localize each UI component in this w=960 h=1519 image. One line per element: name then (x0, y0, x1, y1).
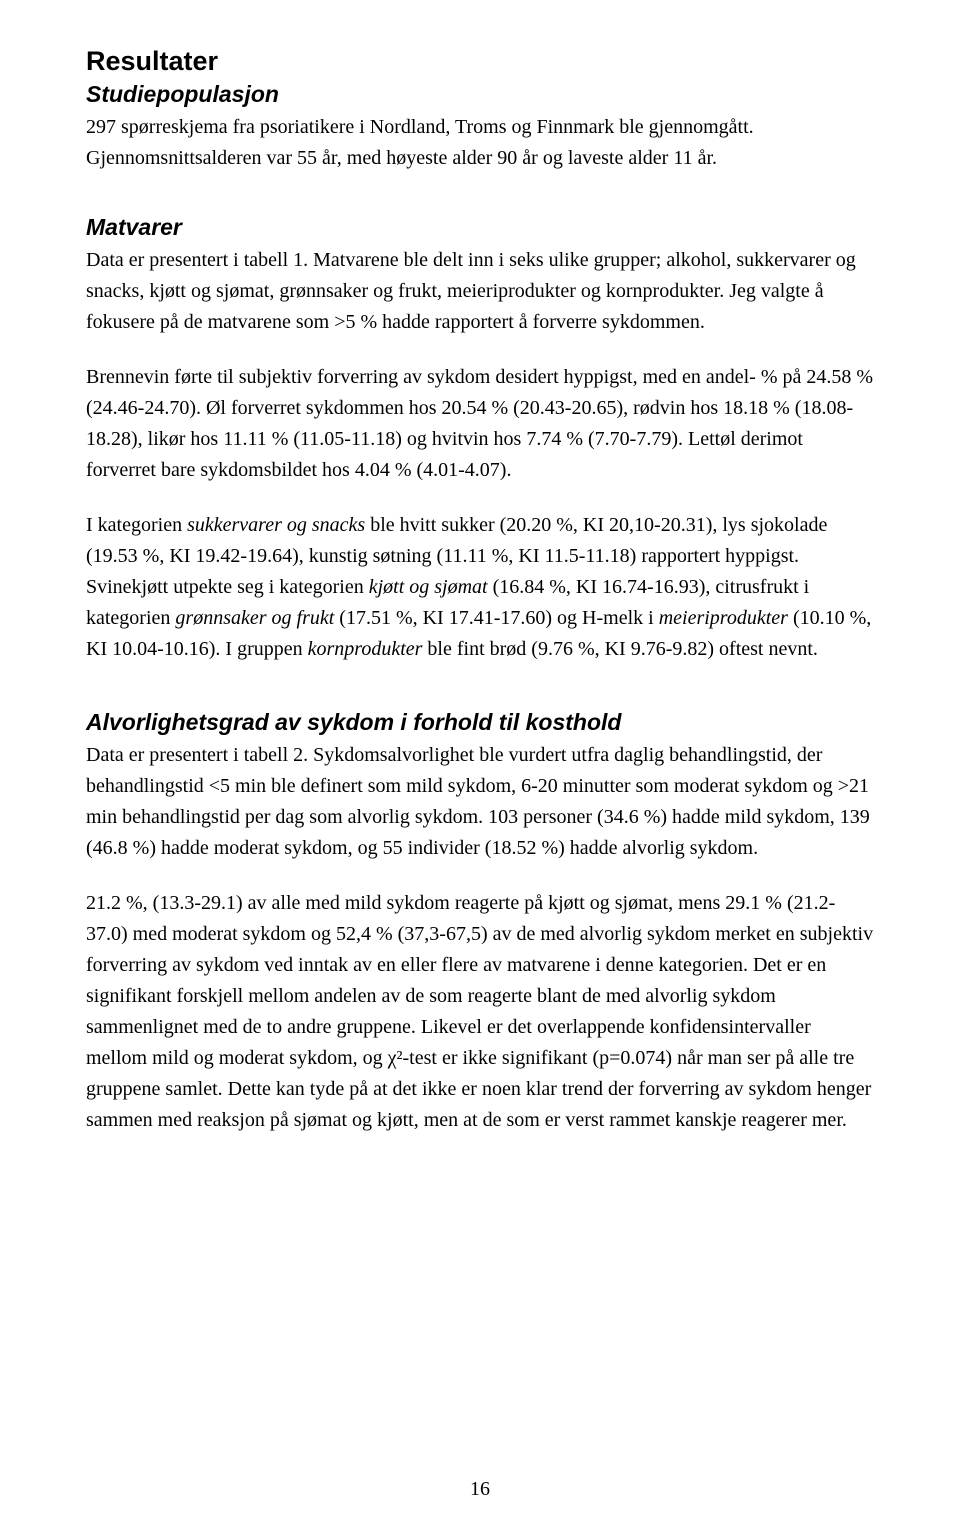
paragraph-studiepopulasjon: 297 spørreskjema fra psoriatikere i Nord… (86, 112, 874, 174)
italic-category-2: kjøtt og sjømat (369, 576, 488, 598)
paragraph-alvorlighet-2: 21.2 %, (13.3-29.1) av alle med mild syk… (86, 888, 874, 1136)
heading-studiepopulasjon: Studiepopulasjon (86, 81, 874, 108)
text-run: I kategorien (86, 514, 187, 536)
italic-category-1: sukkervarer og snacks (187, 514, 365, 536)
italic-category-3: grønnsaker og frukt (175, 607, 334, 629)
heading-alvorlighet: Alvorlighetsgrad av sykdom i forhold til… (86, 709, 874, 736)
document-page: Resultater Studiepopulasjon 297 spørresk… (0, 0, 960, 1519)
paragraph-matvarer-3: I kategorien sukkervarer og snacks ble h… (86, 510, 874, 665)
paragraph-matvarer-2: Brennevin førte til subjektiv forverring… (86, 362, 874, 486)
text-run: (17.51 %, KI 17.41-17.60) og H-melk i (334, 607, 658, 629)
heading-matvarer: Matvarer (86, 214, 874, 241)
heading-resultater: Resultater (86, 46, 874, 77)
paragraph-matvarer-1: Data er presentert i tabell 1. Matvarene… (86, 245, 874, 338)
text-run: ble fint brød (9.76 %, KI 9.76-9.82) oft… (422, 638, 817, 660)
italic-category-4: meieriprodukter (659, 607, 788, 629)
italic-category-5: kornprodukter (308, 638, 423, 660)
page-number: 16 (0, 1478, 960, 1501)
paragraph-alvorlighet-1: Data er presentert i tabell 2. Sykdomsal… (86, 740, 874, 864)
